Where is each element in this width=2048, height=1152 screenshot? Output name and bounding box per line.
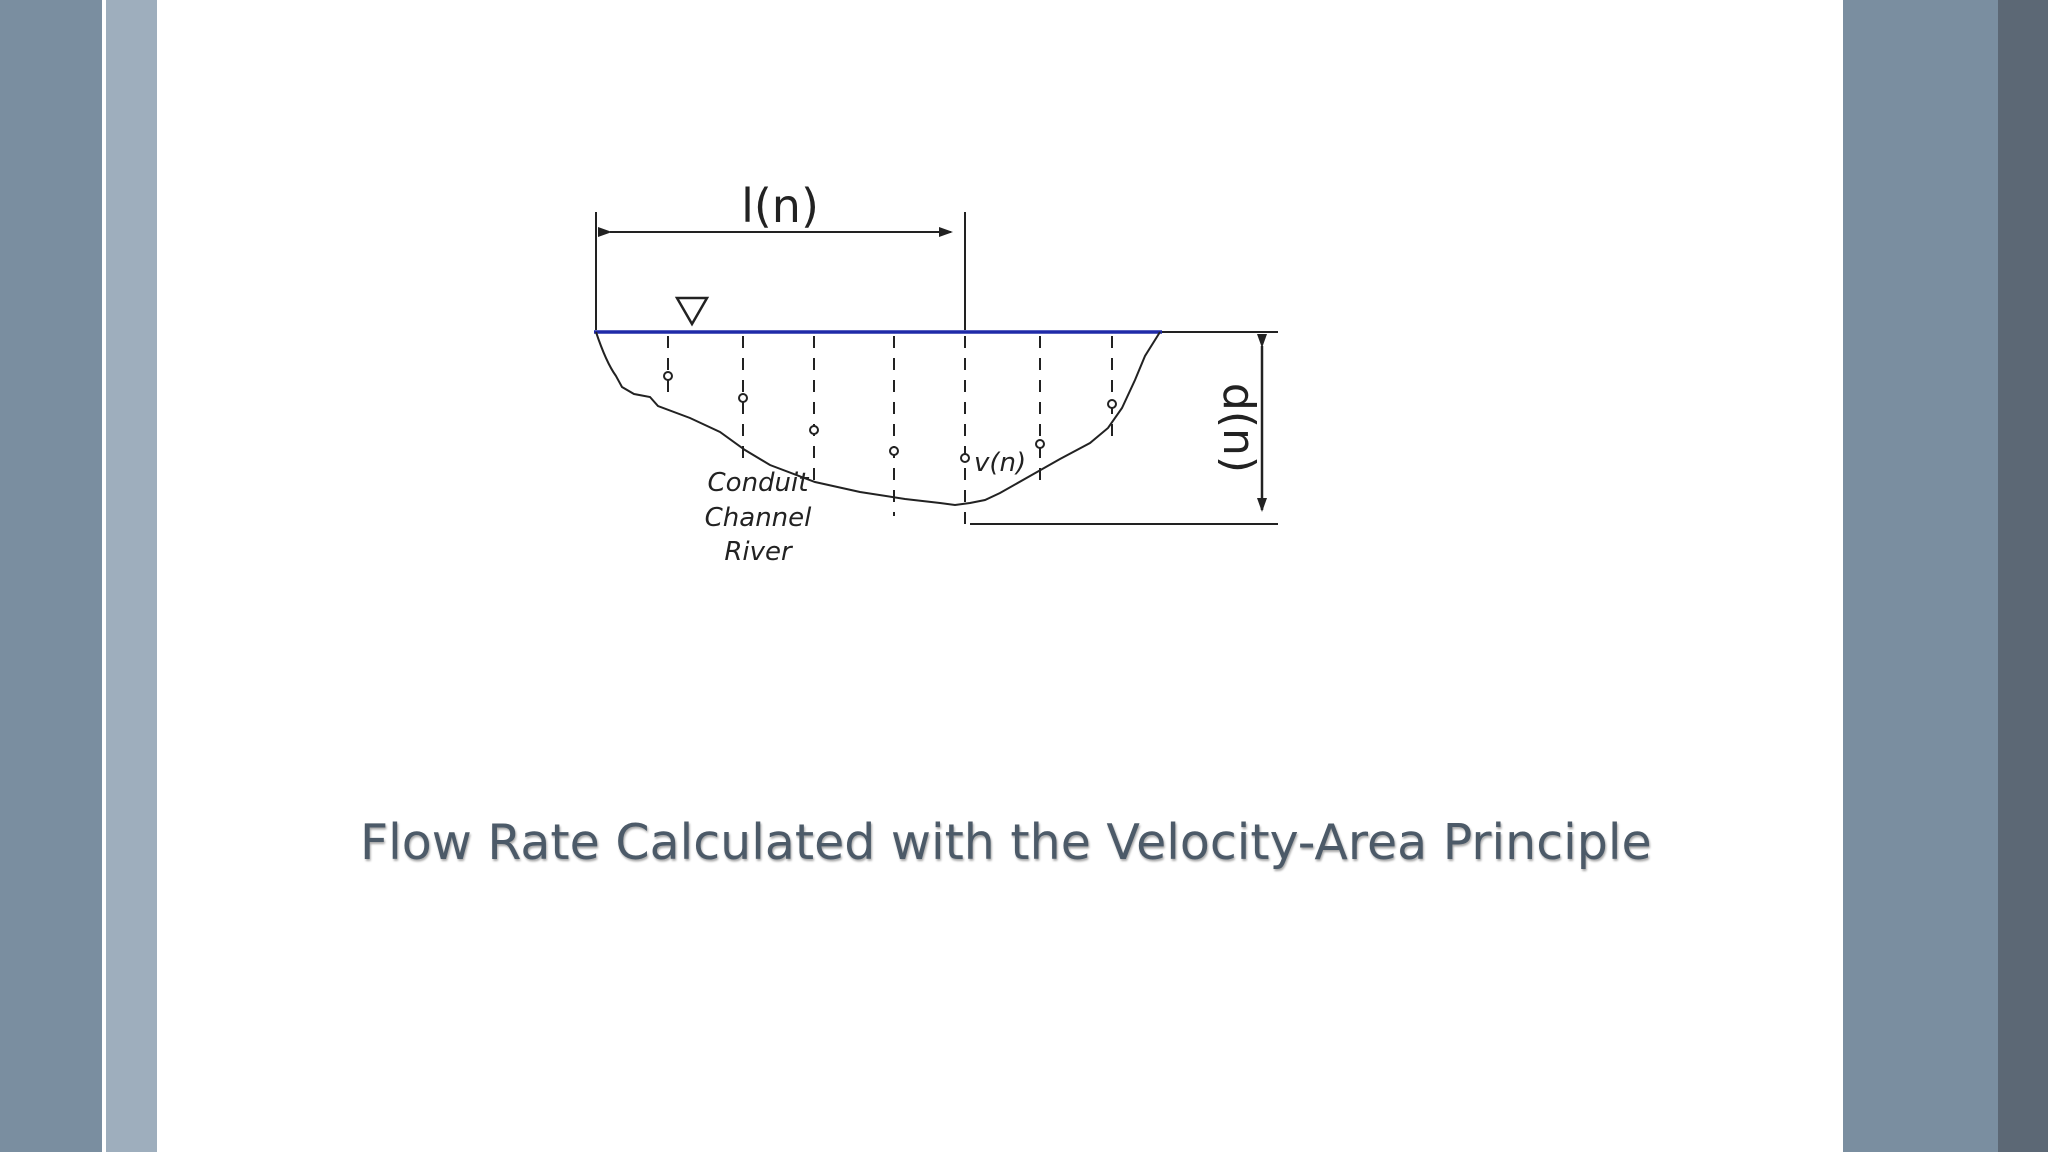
velocity-point-3: [809, 425, 819, 435]
channel-label-river: River: [724, 537, 794, 567]
slide-caption: Flow Rate Calculated with the Velocity-A…: [360, 814, 1652, 871]
velocity-point-7: [1107, 399, 1117, 409]
width-label: l(n): [741, 179, 819, 233]
velocity-area-diagram: l(n): [560, 160, 1320, 600]
channel-label-conduit: Conduit: [708, 468, 810, 498]
depth-dimension: d(n): [1213, 334, 1267, 512]
velocity-label: v(n): [974, 448, 1026, 478]
left-light-band: [106, 0, 157, 1152]
velocity-point-1: [663, 371, 673, 381]
channel-label-channel: Channel: [705, 503, 813, 533]
velocity-point-2: [738, 393, 748, 403]
left-dark-band: [0, 0, 102, 1152]
depth-label: d(n): [1213, 383, 1264, 473]
right-dark-band: [1998, 0, 2048, 1152]
velocity-point-6: [1035, 439, 1045, 449]
left-divider-line: [102, 0, 106, 1152]
velocity-point-4: [889, 446, 899, 456]
measurement-verticals: [667, 336, 1113, 526]
velocity-points: [663, 371, 1117, 463]
width-dimension: l(n): [595, 179, 966, 330]
right-light-band: [1843, 0, 1998, 1152]
channel-bed-profile: [595, 331, 1161, 507]
velocity-point-5: [960, 453, 970, 463]
water-surface-triangle-icon: [674, 296, 710, 327]
